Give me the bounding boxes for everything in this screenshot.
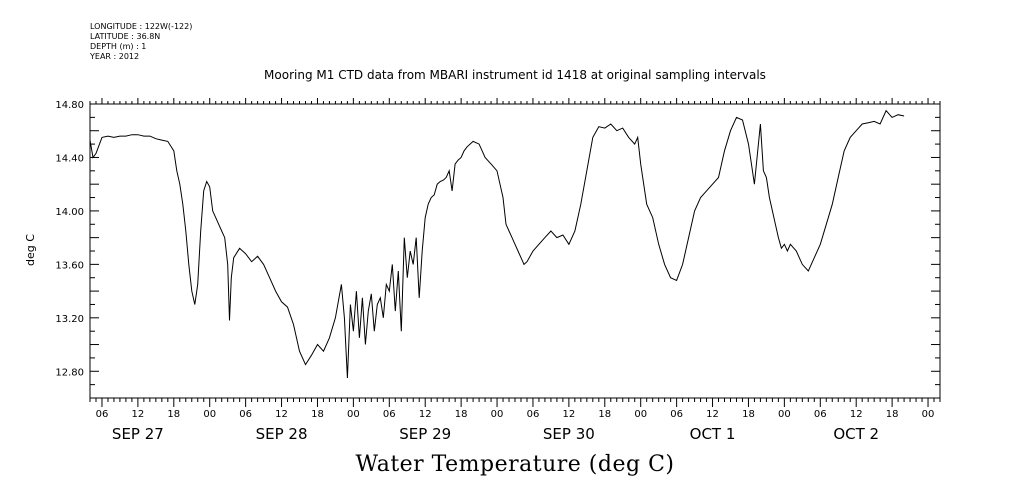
y-axis: 12.80 13.20 13.60 14.00 14.40 14.80 [55, 100, 940, 399]
y-tick-label: 14.80 [55, 100, 84, 111]
x-tick-label: 06 [670, 409, 683, 420]
x-tick-label: 06 [814, 409, 827, 420]
x-date-label: SEP 30 [543, 425, 595, 443]
x-tick-label: 06 [383, 409, 396, 420]
x-tick-label: 18 [311, 409, 324, 420]
x-tick-label: 18 [886, 409, 899, 420]
longitude-line: LONGITUDE : 122W(-122) [90, 22, 193, 31]
chart-title: Mooring M1 CTD data from MBARI instrumen… [264, 68, 766, 82]
x-tick-label: 18 [598, 409, 611, 420]
x-tick-label: 00 [347, 409, 360, 420]
y-axis-label: deg C [24, 234, 37, 266]
x-tick-label: 12 [275, 409, 288, 420]
plot-frame [89, 103, 941, 399]
x-tick-label: 06 [96, 409, 109, 420]
x-tick-label: 12 [419, 409, 432, 420]
y-tick-label: 12.80 [55, 367, 84, 378]
x-axis: 06 12 18 00 06 12 18 00 06 12 18 00 06 12 18 00 06 12 18 00… [89, 98, 941, 443]
y-tick-label: 14.00 [55, 207, 84, 218]
x-tick-label: 00 [778, 409, 791, 420]
x-tick-label: 18 [167, 409, 180, 420]
x-tick-label: 12 [850, 409, 863, 420]
x-tick-label: 00 [922, 409, 935, 420]
latitude-line: LATITUDE : 36.8N [90, 32, 161, 41]
x-tick-label: 12 [563, 409, 576, 420]
y-tick-label: 14.40 [55, 153, 84, 164]
x-date-label: SEP 27 [112, 425, 164, 443]
x-tick-label: 00 [203, 409, 216, 420]
x-tick-label: 12 [706, 409, 719, 420]
metadata-block: LONGITUDE : 122W(-122) LATITUDE : 36.8N … [90, 22, 192, 62]
series-line-water-temperature [89, 109, 905, 379]
x-tick-label: 06 [527, 409, 540, 420]
series-group [89, 109, 905, 379]
x-axis-label: Water Temperature (deg C) [355, 452, 675, 477]
x-tick-label: 12 [132, 409, 145, 420]
y-tick-label: 13.60 [55, 260, 84, 271]
x-date-label: OCT 2 [833, 425, 879, 443]
x-tick-label: 06 [239, 409, 252, 420]
depth-line: DEPTH (m) : 1 [90, 42, 147, 51]
plot-border [89, 103, 941, 399]
x-tick-label: 18 [455, 409, 468, 420]
year-line: YEAR : 2012 [90, 52, 140, 61]
x-date-label: SEP 29 [399, 425, 451, 443]
y-tick-label: 13.20 [55, 314, 84, 325]
x-tick-label: 00 [491, 409, 504, 420]
x-date-label: SEP 28 [256, 425, 308, 443]
x-date-label: OCT 1 [690, 425, 736, 443]
x-tick-label: 18 [742, 409, 755, 420]
x-tick-label: 00 [634, 409, 647, 420]
